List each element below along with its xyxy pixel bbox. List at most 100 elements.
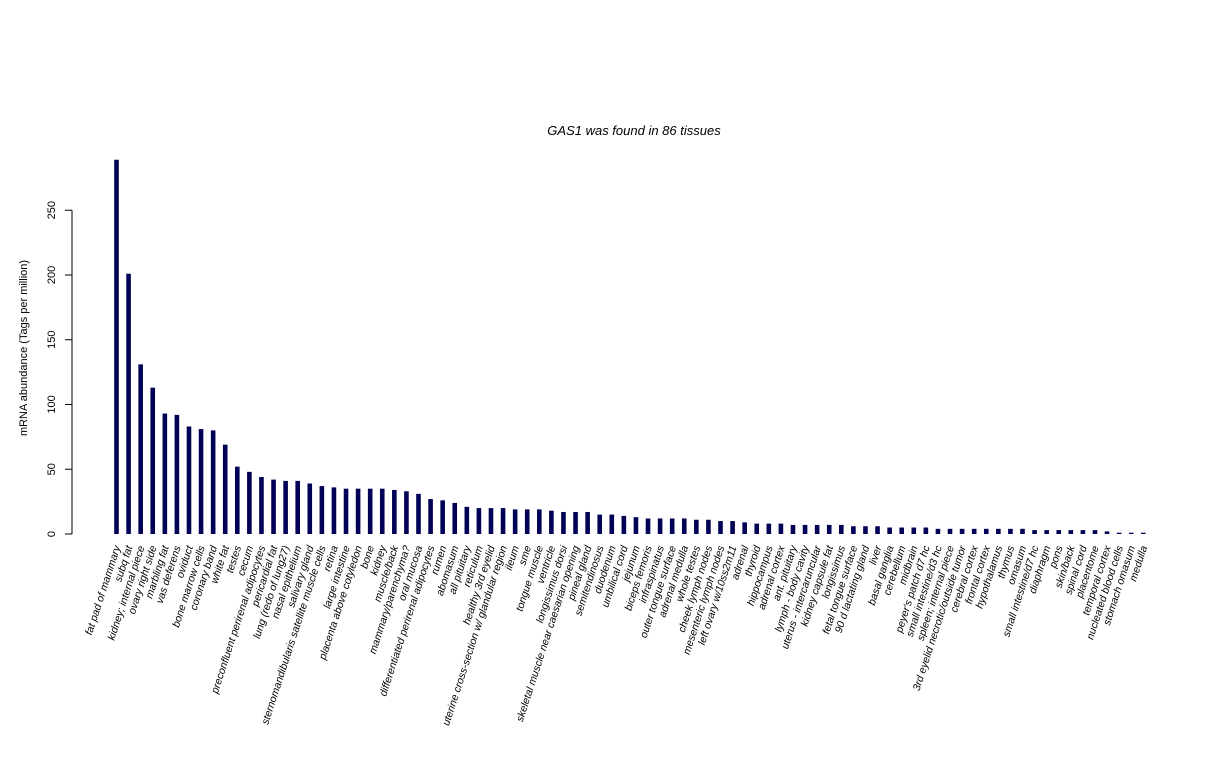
bar: [875, 526, 880, 534]
category-label: sme: [517, 544, 535, 567]
bar: [790, 524, 796, 534]
bar: [923, 527, 929, 534]
bar: [198, 429, 204, 534]
bar: [766, 523, 772, 534]
bar: [730, 521, 735, 534]
bar: [899, 527, 904, 534]
bar: [754, 523, 760, 534]
bar: [114, 159, 119, 534]
bar: [416, 493, 421, 534]
bar: [476, 508, 482, 534]
bar: [645, 518, 651, 534]
bar: [597, 514, 602, 534]
bar: [210, 430, 216, 534]
bar: [1092, 530, 1098, 534]
bar: [247, 471, 252, 534]
bar: [911, 527, 917, 534]
bar: [1056, 530, 1062, 534]
bar: [295, 480, 300, 534]
bar: [331, 487, 337, 534]
bar: [1116, 532, 1122, 534]
bar: [283, 480, 288, 534]
y-tick-label: 150: [46, 331, 58, 349]
bar: [633, 517, 639, 534]
bar: [621, 515, 627, 534]
bar: [694, 519, 699, 534]
bar: [307, 483, 313, 534]
bar: [826, 524, 832, 534]
bars: [114, 159, 1146, 535]
bar: [488, 508, 494, 534]
bar: [1020, 528, 1025, 534]
bar: [428, 499, 433, 534]
bar: [1080, 530, 1086, 534]
bar: [537, 509, 542, 534]
y-tick-label: 100: [46, 395, 58, 413]
bar: [259, 477, 264, 534]
bar: [1068, 530, 1074, 534]
bar: [561, 511, 566, 535]
bar: [657, 518, 663, 534]
bar: [235, 466, 240, 534]
y-tick-label: 0: [46, 531, 58, 537]
bar: [404, 491, 409, 534]
bar: [996, 528, 1001, 534]
bar: [452, 502, 458, 534]
bar: [126, 273, 131, 534]
bar: [609, 514, 615, 534]
bar: [971, 528, 977, 534]
bar: [512, 509, 518, 534]
bar: [814, 524, 820, 534]
bar: [379, 488, 385, 534]
bar: [355, 488, 361, 534]
bar: [150, 387, 156, 534]
bar: [524, 509, 530, 534]
bar: [271, 479, 276, 534]
y-axis: 0 50 100 150 200 250: [46, 201, 73, 537]
y-tick-label: 250: [46, 201, 58, 219]
bar: [464, 506, 470, 535]
bar: [959, 528, 965, 534]
bar: [669, 518, 675, 534]
bar: [500, 508, 506, 534]
bar: [983, 528, 989, 534]
bar: [585, 511, 590, 535]
bar: [1141, 532, 1146, 534]
bar: [839, 524, 844, 534]
bar: [1008, 528, 1013, 534]
bar: [863, 526, 868, 534]
bar: [162, 413, 168, 534]
bar: [222, 444, 228, 534]
bar: [802, 524, 808, 534]
bar: [573, 511, 578, 535]
bar: [319, 486, 325, 534]
y-axis-label: mRNA abundance (Tags per million): [18, 260, 30, 436]
bar: [549, 510, 554, 534]
bar: [174, 414, 180, 534]
bar: [1044, 530, 1049, 534]
y-tick-label: 200: [46, 266, 58, 284]
y-tick-label: 50: [46, 463, 58, 475]
bar: [1104, 531, 1110, 534]
bar: [718, 521, 723, 534]
bar: [706, 519, 711, 534]
bar: [935, 528, 941, 534]
bar: [367, 488, 373, 534]
bar: [851, 526, 856, 534]
bar: [887, 527, 892, 534]
bar: [1032, 530, 1037, 534]
bar: [186, 426, 192, 534]
category-label: liver: [867, 544, 885, 566]
bar: [343, 488, 349, 534]
chart-title: GAS1 was found in 86 tissues: [547, 123, 721, 138]
bar: [778, 523, 784, 534]
bar: [1128, 532, 1134, 534]
bar: [440, 500, 445, 534]
bar: [742, 522, 747, 534]
bar: [392, 489, 397, 534]
bar: [947, 528, 953, 534]
bar: [681, 518, 687, 534]
bar: [138, 364, 143, 534]
